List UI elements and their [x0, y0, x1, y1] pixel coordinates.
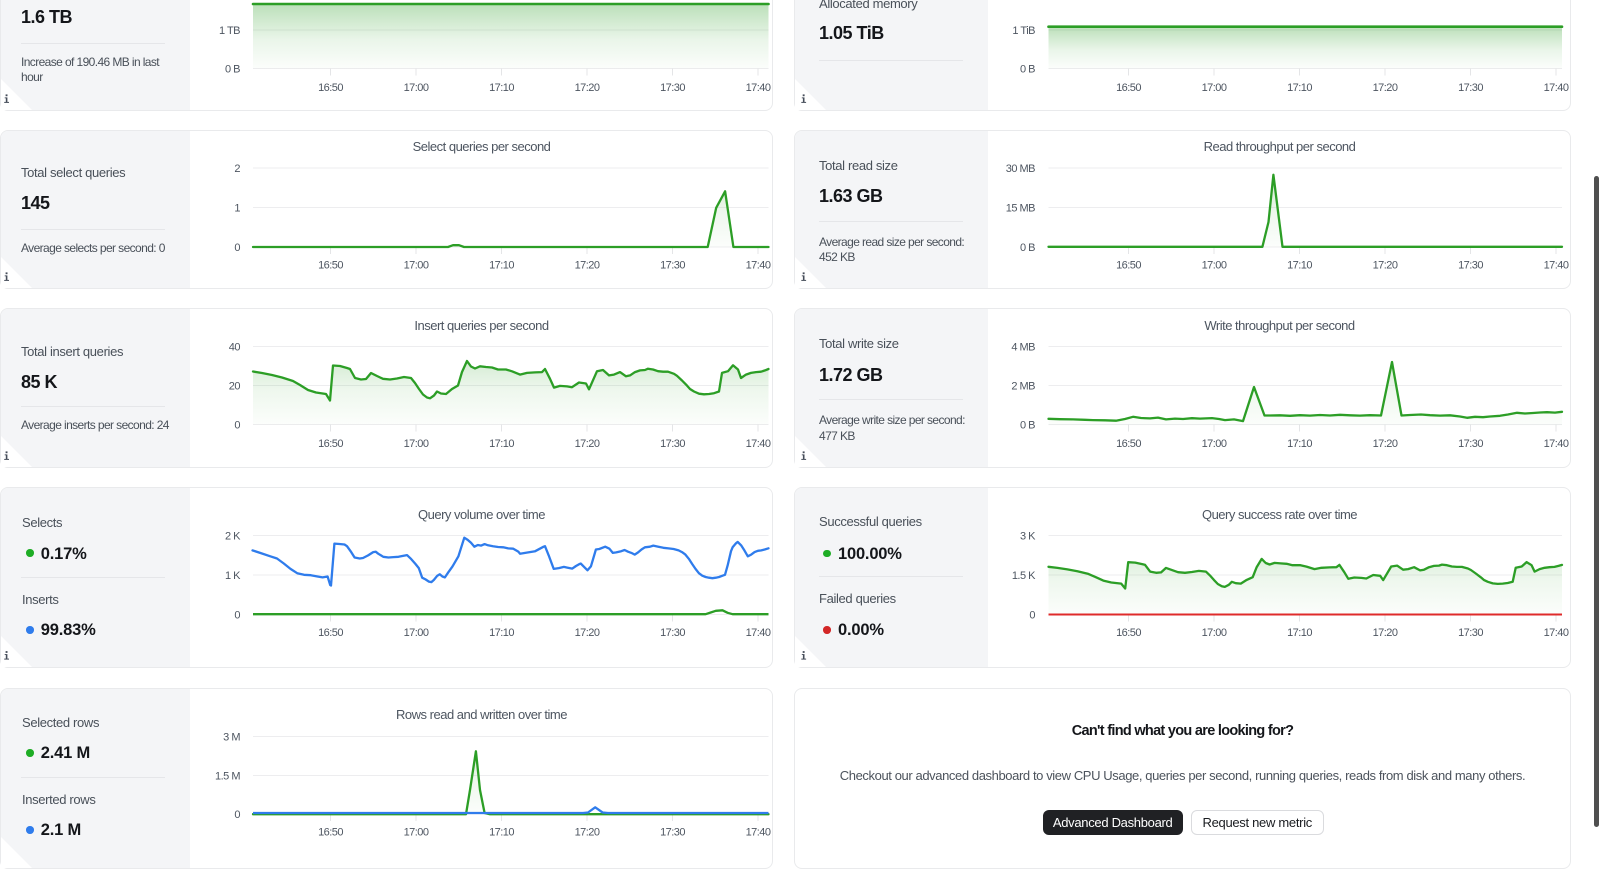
svg-text:17:00: 17:00: [404, 259, 429, 271]
svg-text:16:50: 16:50: [318, 438, 343, 450]
svg-text:17:20: 17:20: [1373, 627, 1398, 639]
svg-text:17:30: 17:30: [1458, 259, 1483, 271]
svg-text:17:00: 17:00: [404, 438, 429, 450]
svg-text:17:10: 17:10: [489, 627, 514, 639]
svg-text:17:00: 17:00: [404, 826, 429, 838]
svg-text:0: 0: [234, 242, 240, 254]
svg-text:17:30: 17:30: [660, 826, 685, 838]
svg-text:0 B: 0 B: [225, 63, 240, 75]
svg-text:17:30: 17:30: [660, 627, 685, 639]
svg-text:17:30: 17:30: [1458, 627, 1483, 639]
svg-text:16:50: 16:50: [318, 259, 343, 271]
svg-text:17:40: 17:40: [746, 438, 771, 450]
svg-text:17:10: 17:10: [1287, 259, 1312, 271]
svg-text:17:40: 17:40: [746, 82, 771, 94]
svg-text:0: 0: [234, 809, 240, 821]
svg-text:17:30: 17:30: [660, 438, 685, 450]
svg-text:1.5 K: 1.5 K: [1012, 570, 1036, 582]
svg-text:17:30: 17:30: [660, 82, 685, 94]
svg-text:17:20: 17:20: [575, 627, 600, 639]
svg-text:17:10: 17:10: [1287, 82, 1312, 94]
svg-text:17:20: 17:20: [1373, 82, 1398, 94]
svg-text:0 B: 0 B: [1020, 63, 1035, 75]
svg-text:0: 0: [1029, 609, 1035, 621]
svg-text:0 B: 0 B: [1020, 242, 1035, 254]
svg-text:17:00: 17:00: [1202, 627, 1227, 639]
svg-text:16:50: 16:50: [318, 826, 343, 838]
svg-text:16:50: 16:50: [318, 82, 343, 94]
svg-text:16:50: 16:50: [1116, 259, 1141, 271]
svg-text:17:20: 17:20: [575, 259, 600, 271]
svg-text:17:20: 17:20: [575, 438, 600, 450]
svg-text:17:40: 17:40: [1544, 259, 1569, 271]
svg-text:2 MB: 2 MB: [1011, 380, 1035, 392]
svg-text:30 MB: 30 MB: [1006, 163, 1035, 175]
svg-text:17:10: 17:10: [489, 82, 514, 94]
svg-text:17:40: 17:40: [1544, 82, 1569, 94]
svg-text:3 K: 3 K: [1020, 530, 1036, 542]
svg-text:1 TiB: 1 TiB: [1012, 25, 1035, 37]
svg-text:17:20: 17:20: [575, 826, 600, 838]
svg-text:1: 1: [234, 202, 240, 214]
svg-text:0: 0: [234, 419, 240, 431]
svg-text:2: 2: [234, 163, 240, 175]
svg-text:3 M: 3 M: [223, 731, 240, 743]
svg-text:15 MB: 15 MB: [1006, 202, 1035, 214]
svg-text:20: 20: [229, 380, 241, 392]
svg-text:17:30: 17:30: [1458, 82, 1483, 94]
svg-text:17:40: 17:40: [1544, 627, 1569, 639]
svg-text:17:40: 17:40: [746, 826, 771, 838]
svg-text:1.5 M: 1.5 M: [215, 770, 240, 782]
svg-text:17:10: 17:10: [1287, 627, 1312, 639]
svg-text:17:40: 17:40: [746, 627, 771, 639]
svg-text:17:00: 17:00: [1202, 259, 1227, 271]
svg-text:2 K: 2 K: [225, 530, 241, 542]
svg-text:16:50: 16:50: [1116, 438, 1141, 450]
svg-text:17:40: 17:40: [746, 259, 771, 271]
svg-text:17:40: 17:40: [1544, 438, 1569, 450]
svg-text:17:30: 17:30: [660, 259, 685, 271]
svg-text:4 MB: 4 MB: [1011, 341, 1035, 353]
svg-text:17:30: 17:30: [1458, 438, 1483, 450]
svg-text:16:50: 16:50: [318, 627, 343, 639]
svg-text:17:00: 17:00: [404, 627, 429, 639]
svg-text:17:10: 17:10: [489, 826, 514, 838]
svg-text:0: 0: [234, 609, 240, 621]
svg-text:1 TB: 1 TB: [219, 25, 240, 37]
svg-text:17:10: 17:10: [1287, 438, 1312, 450]
svg-text:17:00: 17:00: [1202, 82, 1227, 94]
svg-text:16:50: 16:50: [1116, 82, 1141, 94]
svg-text:17:10: 17:10: [489, 438, 514, 450]
svg-text:17:20: 17:20: [1373, 438, 1398, 450]
svg-text:1 K: 1 K: [225, 570, 241, 582]
svg-text:0 B: 0 B: [1020, 419, 1035, 431]
svg-text:40: 40: [229, 341, 241, 353]
svg-text:17:20: 17:20: [1373, 259, 1398, 271]
svg-text:16:50: 16:50: [1116, 627, 1141, 639]
svg-text:17:00: 17:00: [1202, 438, 1227, 450]
svg-text:17:10: 17:10: [489, 259, 514, 271]
svg-text:17:20: 17:20: [575, 82, 600, 94]
svg-text:17:00: 17:00: [404, 82, 429, 94]
